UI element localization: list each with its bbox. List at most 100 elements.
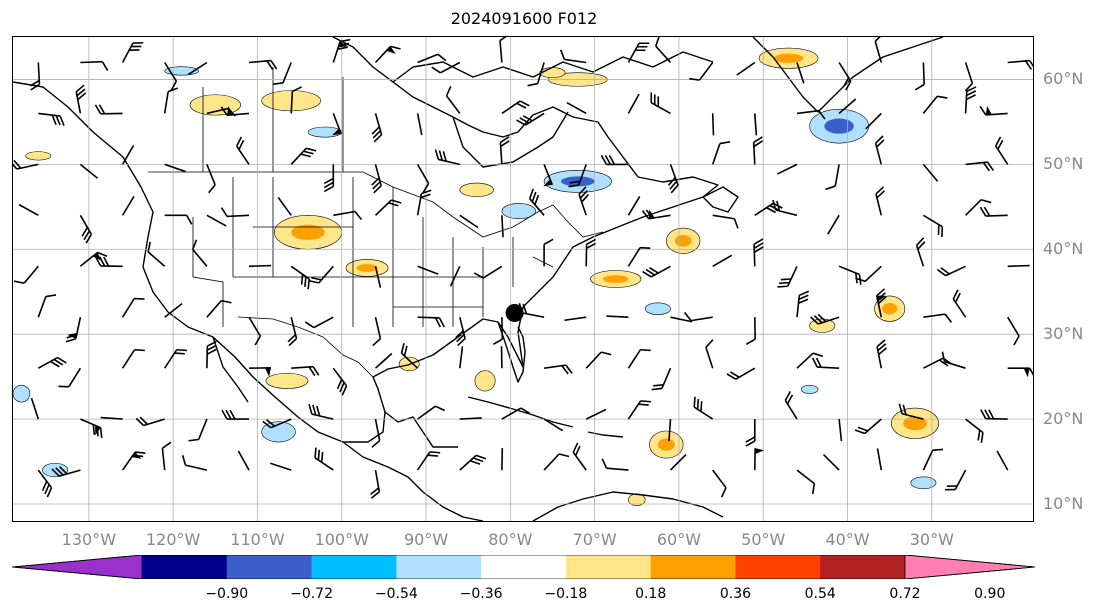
map-area[interactable] xyxy=(12,36,1034,522)
wind-barb xyxy=(417,265,439,275)
us-mexico-border xyxy=(237,316,374,378)
wind-barb xyxy=(854,418,882,435)
wind-barb xyxy=(431,61,461,74)
wind-barb xyxy=(627,93,640,114)
wind-barb xyxy=(13,159,39,170)
wind-barb xyxy=(543,453,570,471)
wind-barb xyxy=(811,357,840,369)
longitude-label: 130°W xyxy=(61,530,117,549)
wind-barb xyxy=(772,199,798,217)
wind-barb xyxy=(248,59,278,70)
colorbar-extend-high xyxy=(904,555,1035,579)
longitude-label: 40°W xyxy=(825,530,870,549)
wind-barb xyxy=(164,163,186,173)
wind-barb xyxy=(810,313,840,325)
wind-barb xyxy=(838,265,862,285)
wind-barb xyxy=(855,265,882,283)
wind-barb xyxy=(206,214,227,227)
negative-anomaly xyxy=(910,476,937,490)
wind-barb xyxy=(455,317,466,347)
wind-barb xyxy=(79,251,108,267)
wind-barb xyxy=(164,214,193,225)
wind-barb xyxy=(669,453,687,471)
wind-barb xyxy=(188,61,208,76)
strong-positive-anomaly xyxy=(603,275,629,283)
wind-barb xyxy=(220,207,250,218)
positive-anomaly xyxy=(25,151,52,161)
wind-barb xyxy=(416,113,423,136)
wind-barb xyxy=(627,348,651,369)
wind-barb xyxy=(499,136,510,165)
wind-barb xyxy=(578,186,590,216)
wind-barb xyxy=(79,163,99,179)
us-canada-border xyxy=(148,171,604,238)
wind-barb xyxy=(796,62,805,84)
wind-barb xyxy=(712,254,733,267)
wind-barb xyxy=(51,466,81,477)
colorbar-extend-low xyxy=(12,555,143,579)
wind-barb xyxy=(600,155,629,166)
wind-barb xyxy=(585,351,612,369)
wind-barb xyxy=(796,290,810,318)
wind-barb xyxy=(459,454,487,471)
wind-barb xyxy=(473,265,503,279)
longitude-label: 30°W xyxy=(909,530,954,549)
wind-barb xyxy=(164,348,188,369)
wind-barbs xyxy=(13,37,1033,499)
map-canvas xyxy=(13,37,1033,521)
wind-barb xyxy=(543,238,554,267)
wind-barb xyxy=(30,62,41,91)
wind-barb xyxy=(248,316,262,346)
wind-barb xyxy=(745,419,756,447)
wind-barb xyxy=(308,265,334,284)
wind-barb xyxy=(248,264,272,268)
wind-barb xyxy=(221,409,249,420)
wind-barb xyxy=(277,197,292,216)
wind-barb xyxy=(100,416,123,420)
wind-barb xyxy=(796,352,824,369)
wind-barb xyxy=(449,265,461,287)
hispaniola-coastline xyxy=(587,431,624,438)
colorbar-segment xyxy=(142,555,228,579)
wind-barb xyxy=(941,351,966,369)
longitude-label: 50°W xyxy=(741,530,786,549)
wind-barb xyxy=(528,188,545,216)
wind-barb xyxy=(601,458,629,471)
wind-barb xyxy=(80,60,109,71)
colorbar-segment xyxy=(565,555,652,579)
colorbar-tick-label: 0.36 xyxy=(719,586,752,602)
wind-barb xyxy=(898,403,924,420)
wind-barb xyxy=(936,265,966,277)
wind-barb xyxy=(206,340,217,369)
wind-barb xyxy=(459,214,479,229)
latitude-label: 10°N xyxy=(1043,494,1084,514)
wind-barb xyxy=(416,189,432,216)
wind-barb xyxy=(371,418,381,448)
colorbar-tick-label: −0.18 xyxy=(544,586,588,602)
wind-barb xyxy=(777,265,798,288)
wind-barb xyxy=(314,447,334,471)
wind-barb xyxy=(875,186,886,216)
wind-barb xyxy=(965,161,995,172)
longitude-label: 80°W xyxy=(488,530,533,549)
wind-barb xyxy=(527,62,545,87)
colorbar-segment xyxy=(396,555,482,579)
wind-barb xyxy=(683,312,713,322)
colorbar-tick-label: 0.72 xyxy=(889,586,921,602)
wind-barb xyxy=(996,450,1009,471)
wind-barb xyxy=(915,237,926,267)
strong-positive-anomaly xyxy=(674,235,692,247)
wind-barb xyxy=(121,42,144,63)
wind-barb xyxy=(923,357,952,369)
wind-barb xyxy=(754,448,765,471)
wind-barb xyxy=(79,214,93,244)
wind-barb xyxy=(65,317,82,343)
wind-barb xyxy=(332,113,342,136)
wind-barb xyxy=(121,144,135,165)
gulf-coast-yucatan xyxy=(384,411,458,448)
wind-barb xyxy=(304,316,334,329)
wind-barb xyxy=(875,288,887,318)
latitude-label: 40°N xyxy=(1043,239,1084,259)
longitude-label: 90°W xyxy=(403,530,449,549)
wind-barb xyxy=(272,62,292,85)
